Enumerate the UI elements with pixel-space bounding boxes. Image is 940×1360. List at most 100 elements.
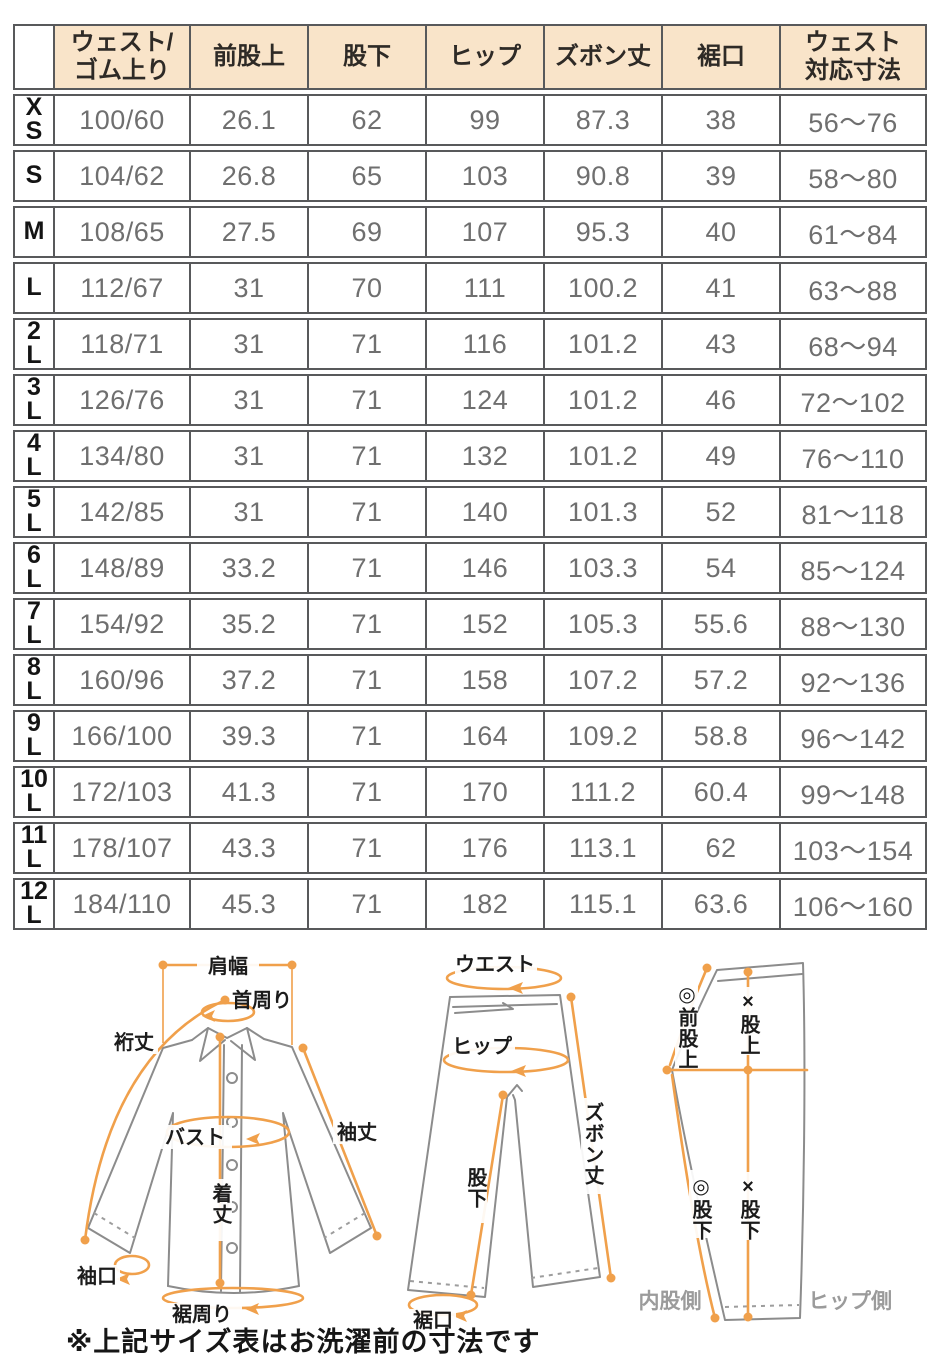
table-cell: 109.2: [545, 710, 663, 762]
row-size-label: 11 L: [13, 822, 55, 874]
table-cell: 41: [663, 262, 781, 314]
table-cell: 49: [663, 430, 781, 482]
table-cell: 43.3: [191, 822, 309, 874]
table-cell: 111.2: [545, 766, 663, 818]
table-cell: 184/110: [55, 878, 191, 930]
table-cell: 71: [309, 598, 427, 650]
table-cell: 103〜154: [781, 822, 927, 874]
table-cell: 38: [663, 94, 781, 146]
table-cell: 154/92: [55, 598, 191, 650]
table-cell: 140: [427, 486, 545, 538]
table-cell: 81〜118: [781, 486, 927, 538]
table-cell: 71: [309, 710, 427, 762]
table-cell: 63〜88: [781, 262, 927, 314]
table-cell: 104/62: [55, 150, 191, 202]
table-cell: 158: [427, 654, 545, 706]
table-row: 11 L 178/107 43.3 71 176 113.1 62 103〜154: [13, 822, 927, 874]
pants-measure-diagram: ウエスト ヒップ 股下 ズボン丈 裾口: [407, 953, 616, 1332]
table-cell: 134/80: [55, 430, 191, 482]
col-header-size: [13, 24, 55, 90]
table-cell: 88〜130: [781, 598, 927, 650]
table-row: 6 L 148/89 33.2 71 146 103.3 54 85〜124: [13, 542, 927, 594]
table-cell: 107.2: [545, 654, 663, 706]
table-cell: 99〜148: [781, 766, 927, 818]
pants-outline: [407, 994, 601, 1298]
rise-label: ×股上: [737, 991, 760, 1056]
table-cell: 146: [427, 542, 545, 594]
table-cell: 58.8: [663, 710, 781, 762]
table-cell: 115.1: [545, 878, 663, 930]
table-cell: 92〜136: [781, 654, 927, 706]
hem-circumference-label: 裾周り: [172, 1302, 232, 1326]
table-cell: 27.5: [191, 206, 309, 258]
table-cell: 33.2: [191, 542, 309, 594]
table-cell: 101.2: [545, 374, 663, 426]
table-cell: 108/65: [55, 206, 191, 258]
row-size-label: L: [13, 262, 55, 314]
table-cell: 26.8: [191, 150, 309, 202]
table-cell: 39.3: [191, 710, 309, 762]
table-cell: 61〜84: [781, 206, 927, 258]
table-cell: 71: [309, 318, 427, 370]
table-cell: 69: [309, 206, 427, 258]
table-cell: 99: [427, 94, 545, 146]
table-cell: 72〜102: [781, 374, 927, 426]
table-cell: 31: [191, 486, 309, 538]
table-cell: 71: [309, 822, 427, 874]
table-cell: 164: [427, 710, 545, 762]
table-cell: 126/76: [55, 374, 191, 426]
table-cell: 62: [309, 94, 427, 146]
side-labels: ◎前股上 ×股上 ◎股下 ×股下 内股側 ヒップ側: [639, 978, 892, 1313]
table-cell: 85〜124: [781, 542, 927, 594]
table-cell: 41.3: [191, 766, 309, 818]
row-size-label: X S: [13, 94, 55, 146]
pants-length-label: ズボン丈: [581, 1101, 604, 1186]
table-cell: 101.2: [545, 430, 663, 482]
body-length-label: 着丈: [209, 1182, 233, 1225]
size-chart-table: ウェスト/ ゴム上り 前股上 股下 ヒップ ズボン丈 裾口 ウェスト 対応寸法 …: [13, 20, 927, 934]
table-cell: 71: [309, 654, 427, 706]
col-header-hem-opening: 裾口: [663, 24, 781, 90]
table-row: M 108/65 27.5 69 107 95.3 40 61〜84: [13, 206, 927, 258]
row-size-label: 5 L: [13, 486, 55, 538]
table-row: 5 L 142/85 31 71 140 101.3 52 81〜118: [13, 486, 927, 538]
table-cell: 39: [663, 150, 781, 202]
table-cell: 111: [427, 262, 545, 314]
table-row: X S 100/60 26.1 62 99 87.3 38 56〜76: [13, 94, 927, 146]
table-cell: 112/67: [55, 262, 191, 314]
col-header-waist-elastic: ウェスト/ ゴム上り: [55, 24, 191, 90]
sleeve-length-label: 袖丈: [337, 1120, 377, 1144]
table-cell: 54: [663, 542, 781, 594]
size-table-body: X S 100/60 26.1 62 99 87.3 38 56〜76 S 104/62 26.8 6…: [13, 94, 927, 930]
table-cell: 46: [663, 374, 781, 426]
table-cell: 96〜142: [781, 710, 927, 762]
table-cell: 63.6: [663, 878, 781, 930]
yuki-length-label: 裄丈: [113, 1031, 154, 1054]
row-size-label: 9 L: [13, 710, 55, 762]
table-cell: 58〜80: [781, 150, 927, 202]
table-cell: 70: [309, 262, 427, 314]
inner-thigh-side-label: 内股側: [639, 1289, 702, 1313]
table-row: 7 L 154/92 35.2 71 152 105.3 55.6 88〜130: [13, 598, 927, 650]
inseam-x-label: ×股下: [737, 1176, 760, 1241]
table-cell: 178/107: [55, 822, 191, 874]
table-cell: 166/100: [55, 710, 191, 762]
shoulder-width-label: 肩幅: [208, 954, 248, 978]
table-cell: 71: [309, 878, 427, 930]
table-cell: 37.2: [191, 654, 309, 706]
table-cell: 71: [309, 766, 427, 818]
table-cell: 45.3: [191, 878, 309, 930]
table-cell: 35.2: [191, 598, 309, 650]
pants-labels: ウエスト ヒップ 股下 ズボン丈 裾口: [410, 953, 604, 1332]
col-header-pants-length: ズボン丈: [545, 24, 663, 90]
table-cell: 148/89: [55, 542, 191, 594]
row-size-label: 8 L: [13, 654, 55, 706]
cuff-label: 袖口: [77, 1264, 117, 1288]
table-cell: 116: [427, 318, 545, 370]
table-cell: 76〜110: [781, 430, 927, 482]
table-cell: 43: [663, 318, 781, 370]
bust-label: バスト: [165, 1126, 225, 1149]
table-cell: 90.8: [545, 150, 663, 202]
table-cell: 100/60: [55, 94, 191, 146]
row-size-label: 2 L: [13, 318, 55, 370]
